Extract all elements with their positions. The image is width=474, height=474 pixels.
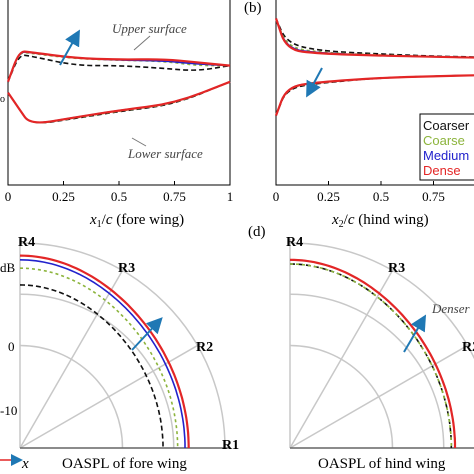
series-coarse-upper: [7, 51, 230, 83]
xtick-label: 0.5: [111, 189, 127, 204]
polar-spoke: [19, 342, 202, 449]
region-r2-c: R2: [196, 340, 213, 355]
polar-series-medium: [19, 259, 186, 448]
polar-ring: [289, 293, 445, 449]
series-coarser-lower: [7, 81, 231, 124]
polar-ring: [289, 344, 394, 449]
legend-box: [419, 113, 474, 181]
panel-b-label: (b): [244, 0, 262, 16]
panel-c-series: [19, 254, 190, 449]
region-r3-d: R3: [388, 261, 405, 276]
panel-a-series: [6, 50, 231, 124]
series-coarser-lower: [275, 74, 474, 116]
panel-a-xticks: 0 0.25 0.5 0.75 1: [5, 181, 234, 204]
panel-b-legend: Coarser Coarse Medium Dense: [419, 113, 474, 181]
series-dense-lower: [274, 74, 474, 116]
xtick-label: 1: [227, 189, 234, 204]
panel-a: 0 0.25 0.5 0.75 1 Upper surface Lower surfac…: [0, 0, 233, 230]
region-r3-c: R3: [118, 261, 135, 276]
xtick-label: 0.75: [163, 189, 186, 204]
annotation-lower-surface: Lower surface: [127, 146, 203, 161]
region-r4-d: R4: [286, 235, 303, 250]
panel-d: (d) R4 R3 R2 Denser OASPL of hind wing: [248, 224, 474, 472]
xtick-label: 0.25: [52, 189, 75, 204]
panel-b-xlabel: x2/c (hind wing): [331, 212, 429, 230]
panel-b-refinement-arrow: [306, 67, 323, 98]
panel-d-label: (d): [248, 224, 266, 240]
polar-series-coarser: [289, 263, 453, 448]
lower-surface-leader: [131, 137, 147, 147]
legend-medium: Medium: [423, 148, 469, 163]
polar-ring: [289, 242, 474, 360]
panel-a-ytick-frag: o: [0, 94, 5, 105]
polar-series-coarser: [19, 284, 164, 448]
panel-d-series: [289, 258, 457, 448]
annotation-denser: Denser: [431, 301, 470, 316]
polar-ring: [19, 242, 226, 449]
series-dense-upper: [274, 18, 474, 59]
panel-d-refinement-arrow: [403, 314, 427, 353]
panel-a-refinement-arrow: [59, 29, 80, 66]
polar-series-coarse: [20, 267, 179, 449]
panel-b: (b) 0 0.25 0.5 0.75 Coarser Coarse Medium D…: [244, 0, 474, 230]
panel-c-grid: [19, 238, 230, 449]
rtick-minus10: -10: [0, 403, 17, 418]
xtick-label: 0: [273, 189, 280, 204]
panel-c-xlabel: OASPL of fore wing: [62, 456, 187, 472]
panel-c: R4 R3 R2 R1 dB 0 -10 x OASPL of fore win…: [0, 235, 239, 472]
xtick-label: 0.5: [373, 189, 389, 204]
polar-series-dense: [19, 254, 190, 449]
annotation-upper-surface: Upper surface: [112, 21, 187, 36]
series-coarse-lower: [275, 74, 474, 116]
region-r4-c: R4: [18, 235, 35, 250]
polar-series-dense: [289, 258, 457, 448]
series-medium-upper: [7, 51, 231, 83]
rtick-0: 0: [8, 339, 15, 354]
legend-dense: Dense: [423, 163, 461, 178]
x-axis-label: x: [21, 456, 29, 472]
panel-b-series: [274, 18, 474, 116]
xtick-label: 0: [5, 189, 12, 204]
upper-surface-leader: [133, 35, 151, 51]
series-coarse-lower: [7, 81, 231, 124]
polar-spoke: [289, 266, 396, 449]
xtick-label: 0.75: [422, 189, 445, 204]
series-dense-lower: [7, 80, 231, 124]
rtick-db: dB: [0, 260, 16, 275]
panel-c-refinement-arrow: [131, 317, 163, 351]
panel-d-xlabel: OASPL of hind wing: [318, 456, 446, 472]
polar-ring: [19, 344, 124, 449]
series-dense-upper: [6, 50, 231, 83]
polar-spoke: [289, 342, 472, 449]
panel-b-xticks: 0 0.25 0.5 0.75: [273, 181, 445, 204]
polar-ring: [19, 293, 175, 449]
panel-d-grid: [289, 238, 474, 449]
xtick-label: 0.25: [317, 189, 340, 204]
region-r1-c: R1: [222, 438, 239, 453]
panel-a-xlabel: x1/c (fore wing): [89, 212, 184, 230]
legend-coarser: Coarser: [423, 118, 470, 133]
legend-coarse: Coarse: [423, 133, 465, 148]
region-r2-d: R2: [462, 340, 474, 355]
series-medium-lower: [7, 81, 231, 124]
polar-spoke: [19, 266, 126, 449]
series-medium-lower: [275, 74, 474, 116]
